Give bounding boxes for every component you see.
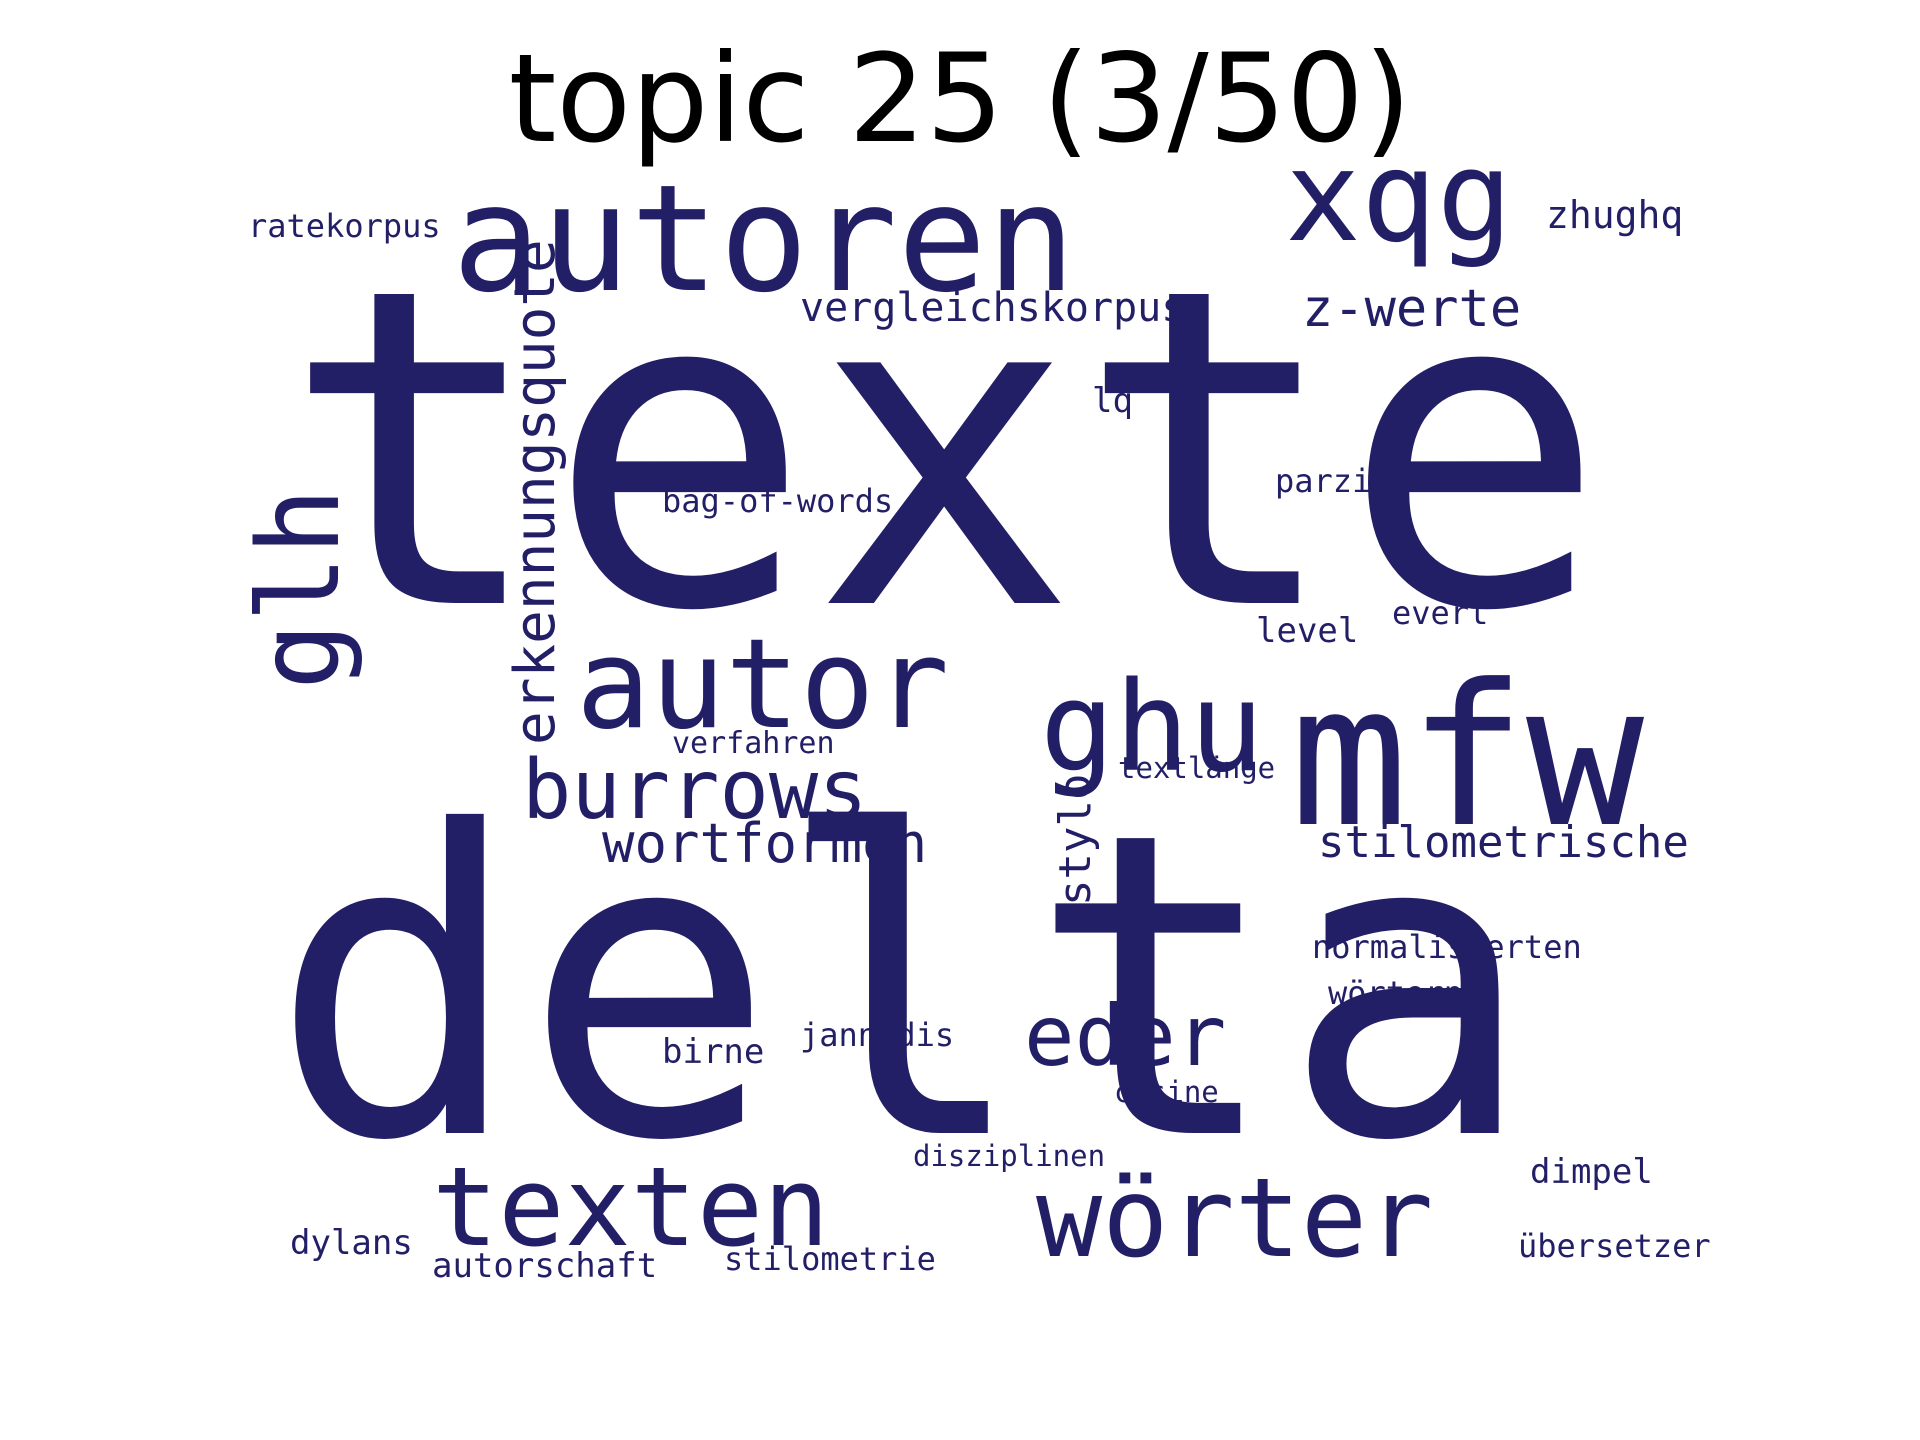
word-24: evert <box>1392 594 1488 632</box>
topic-title: topic 25 (3/50) <box>508 28 1412 170</box>
word-37: übersetzer <box>1518 1227 1711 1265</box>
word-33: dimpel <box>1530 1152 1653 1192</box>
word-4: autor <box>576 613 949 757</box>
word-23: level <box>1256 611 1358 651</box>
word-12: eder <box>1024 987 1226 1085</box>
word-26: textlänge <box>1118 751 1275 785</box>
word-3: xqg <box>1285 123 1513 270</box>
word-22: bag-of-words <box>662 482 893 520</box>
word-17: stylo <box>1050 774 1101 906</box>
word-7: glh <box>235 488 365 690</box>
word-21: parzival <box>1275 462 1429 500</box>
word-0: texte <box>282 195 1607 707</box>
word-29: birne <box>662 1032 764 1072</box>
word-1: delta <box>270 744 1534 1233</box>
word-5: ghu <box>1040 656 1264 800</box>
word-6: mfw <box>1290 643 1644 871</box>
word-28: wörtern <box>1328 974 1463 1012</box>
word-11: wörter <box>1036 1154 1433 1282</box>
word-16: vergleichskorpus <box>800 285 1185 331</box>
word-13: z-werte <box>1302 279 1521 339</box>
word-14: wortformen <box>602 812 927 875</box>
word-10: texten <box>432 1143 829 1271</box>
word-20: lq <box>1092 381 1133 421</box>
word-19: ratekorpus <box>248 207 441 245</box>
word-31: cosine <box>1114 1075 1219 1109</box>
word-32: disziplinen <box>913 1139 1105 1173</box>
word-15: stilometrische <box>1318 817 1689 868</box>
word-30: jannidis <box>800 1016 954 1054</box>
word-36: stilometrie <box>724 1240 936 1278</box>
word-8: burrows <box>522 743 868 838</box>
word-18: zhughq <box>1546 193 1683 237</box>
word-27: normalisierten <box>1312 928 1582 966</box>
word-35: autorschaft <box>432 1246 657 1286</box>
word-9: erkennungsquote <box>503 239 568 745</box>
word-34: dylans <box>290 1223 413 1263</box>
word-25: verfahren <box>672 726 835 761</box>
word-2: autoren <box>452 153 1076 325</box>
